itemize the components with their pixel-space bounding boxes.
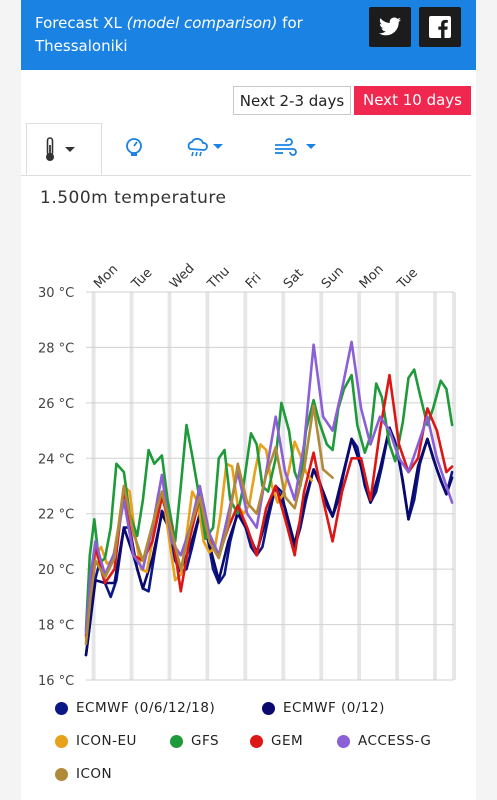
legend-swatch [262, 702, 275, 715]
x-day-label: Sat [281, 266, 307, 292]
y-tick-label: 26 °C [38, 397, 74, 412]
y-tick-label: 28 °C [38, 341, 74, 356]
legend-label[interactable]: ECMWF (0/12) [283, 700, 385, 716]
title-prefix: Forecast XL [35, 14, 127, 32]
page-title: Forecast XL (model comparison) for Thess… [35, 12, 355, 58]
chevron-down-icon [213, 144, 223, 149]
day-band [357, 292, 362, 680]
legend-swatch [55, 702, 68, 715]
x-day-label: Tue [128, 266, 155, 293]
wind-icon [275, 138, 297, 156]
legend-swatch [55, 768, 68, 781]
day-band [395, 292, 399, 680]
series-line [84, 373, 454, 638]
x-day-label: Mon [357, 262, 387, 292]
x-day-label: Mon [91, 262, 121, 292]
day-band [129, 292, 134, 680]
twitter-share-button[interactable] [369, 7, 411, 47]
legend-label[interactable]: ICON [76, 766, 113, 782]
next-2-3-days-button[interactable]: Next 2-3 days [233, 86, 351, 115]
facebook-icon [429, 16, 451, 38]
legend-swatch [170, 735, 183, 748]
thermometer-icon [46, 137, 54, 161]
page-header: Forecast XL (model comparison) for Thess… [21, 0, 476, 70]
twitter-icon [379, 17, 401, 36]
chevron-down-icon [65, 147, 75, 152]
day-band [91, 292, 96, 680]
day-band [243, 292, 248, 680]
y-tick-label: 22 °C [38, 508, 74, 523]
series-line [84, 368, 454, 632]
title-for: for [277, 14, 303, 32]
day-band [205, 292, 210, 680]
legend-label[interactable]: GEM [271, 733, 304, 749]
y-tick-label: 20 °C [38, 563, 74, 578]
y-tick-label: 30 °C [38, 286, 74, 301]
y-tick-label: 24 °C [38, 452, 74, 467]
x-day-label: Sun [319, 264, 347, 292]
legend-label[interactable]: ICON-EU [76, 733, 137, 749]
legend-swatch [337, 735, 350, 748]
y-tick-label: 16 °C [38, 674, 74, 689]
x-day-label: Thu [204, 264, 233, 293]
legend-swatch [250, 735, 263, 748]
title-model-comparison: (model comparison) [126, 14, 278, 32]
x-day-label: Wed [167, 261, 198, 292]
variable-tabs [21, 123, 471, 176]
facebook-share-button[interactable] [419, 7, 461, 47]
x-day-label: Fri [243, 270, 265, 292]
tab-wind[interactable] [271, 123, 331, 175]
x-day-label: Tue [394, 266, 421, 293]
legend-label[interactable]: ACCESS-G [358, 733, 432, 749]
tab-precipitation[interactable] [181, 123, 241, 175]
legend-label[interactable]: GFS [191, 733, 220, 749]
legend-label[interactable]: ECMWF (0/6/12/18) [76, 700, 216, 716]
day-band [167, 292, 172, 680]
next-10-days-button[interactable]: Next 10 days [354, 86, 471, 115]
title-city: Thessaloniki [35, 37, 128, 55]
y-tick-label: 18 °C [38, 619, 74, 634]
cloud-rain-icon [187, 137, 208, 157]
pressure-gauge-icon [126, 138, 142, 156]
series-line [84, 404, 334, 646]
tab-pressure[interactable] [113, 123, 153, 175]
chevron-down-icon [306, 144, 316, 149]
day-band [433, 292, 437, 680]
chart-title: 1.500m temperature [40, 188, 227, 208]
legend-swatch [55, 735, 68, 748]
day-band [452, 292, 456, 680]
series-line [84, 440, 314, 640]
tab-temperature[interactable] [26, 123, 102, 175]
